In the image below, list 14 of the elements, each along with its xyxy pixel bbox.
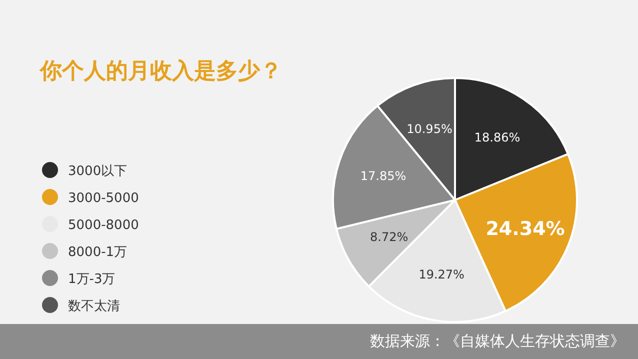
data-label: 8.72% <box>370 230 408 244</box>
data-label: 17.85% <box>360 169 406 184</box>
chart-title: 你个人的月收入是多少？ <box>39 59 282 84</box>
legend-label: 5000-8000 <box>68 218 139 233</box>
data-label: 10.95% <box>406 122 452 136</box>
data-label: 18.86% <box>474 130 520 144</box>
legend-label: 3000以下 <box>68 164 128 179</box>
data-label: 19.27% <box>418 267 464 282</box>
data-label: 24.34% <box>486 218 565 240</box>
legend-label: 数不太清 <box>68 299 120 314</box>
source-note: 数据来源：《自媒体人生存状态调查》 <box>370 332 625 350</box>
legend-label: 1万-3万 <box>68 272 116 287</box>
legend-label: 3000-5000 <box>68 191 139 206</box>
legend-label: 8000-1万 <box>68 245 128 260</box>
